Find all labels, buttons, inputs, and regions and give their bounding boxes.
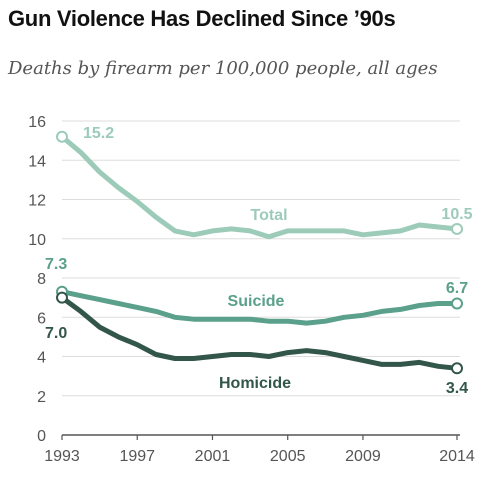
y-tick-label-6: 6 — [37, 310, 46, 327]
end-point-suicide — [451, 297, 463, 310]
x-tick-label-1997: 1997 — [119, 448, 155, 465]
series-label-total: Total — [250, 207, 287, 224]
end-value-label-suicide: 6.7 — [446, 280, 468, 297]
x-tick-label-2001: 2001 — [195, 448, 231, 465]
start-point-homicide — [56, 291, 68, 304]
series-label-suicide: Suicide — [228, 293, 285, 310]
chart-subtitle: Deaths by firearm per 100,000 people, al… — [8, 58, 438, 79]
y-tick-label-2: 2 — [37, 389, 46, 406]
y-tick-label-8: 8 — [37, 271, 46, 288]
start-point-total — [56, 130, 68, 143]
end-value-label-total: 10.5 — [441, 206, 472, 223]
series-line-homicide — [59, 295, 460, 371]
start-value-label-homicide: 7.0 — [45, 325, 67, 342]
end-point-total — [451, 222, 463, 235]
y-tick-label-12: 12 — [28, 193, 46, 210]
chart-title: Gun Violence Has Declined Since ’90s — [8, 6, 396, 31]
end-value-label-homicide: 3.4 — [446, 380, 468, 397]
y-tick-label-14: 14 — [28, 153, 46, 170]
x-tick-label-2014: 2014 — [439, 448, 475, 465]
series-line-suicide — [59, 289, 460, 326]
start-value-label-total: 15.2 — [83, 125, 114, 142]
x-tick-label-1993: 1993 — [44, 448, 80, 465]
start-value-label-suicide: 7.3 — [45, 256, 67, 273]
y-tick-label-10: 10 — [28, 232, 46, 249]
x-tick-label-2005: 2005 — [270, 448, 306, 465]
x-tick-label-2009: 2009 — [345, 448, 381, 465]
y-tick-label-16: 16 — [28, 114, 46, 131]
series-label-homicide: Homicide — [219, 375, 291, 392]
series-line-total — [59, 134, 460, 240]
y-tick-label-0: 0 — [37, 428, 46, 445]
y-tick-label-4: 4 — [37, 350, 46, 367]
end-point-homicide — [451, 362, 463, 375]
